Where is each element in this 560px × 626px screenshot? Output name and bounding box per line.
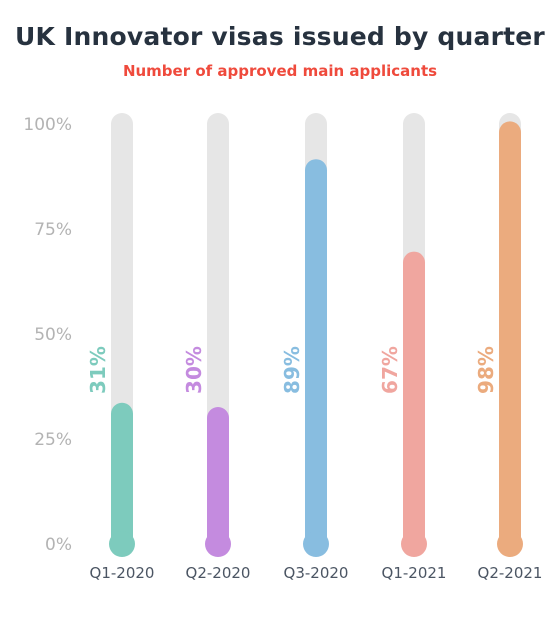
- chart-title: UK Innovator visas issued by quarter: [15, 22, 545, 51]
- data-label: 89%: [280, 346, 304, 394]
- x-tick-label: Q3-2020: [284, 564, 349, 582]
- data-label: 67%: [378, 346, 402, 394]
- chart-subtitle: Number of approved main applicants: [122, 62, 438, 80]
- bar-bulb: [205, 531, 231, 557]
- y-tick-label: 75%: [34, 220, 72, 240]
- x-tick-label: Q2-2021: [478, 564, 543, 582]
- data-label: 30%: [182, 346, 206, 394]
- y-tick-label: 100%: [23, 115, 72, 135]
- data-label: 31%: [86, 346, 110, 394]
- y-tick-label: 0%: [45, 535, 72, 555]
- bar-bulb: [109, 531, 135, 557]
- x-tick-label: Q1-2020: [90, 564, 155, 582]
- x-tick-label: Q1-2021: [382, 564, 447, 582]
- y-tick-label: 25%: [34, 430, 72, 450]
- bar-bulb: [303, 531, 329, 557]
- data-label: 98%: [474, 346, 498, 394]
- bar-bulb: [401, 531, 427, 557]
- bar-bulb: [497, 531, 523, 557]
- x-tick-label: Q2-2020: [186, 564, 251, 582]
- y-tick-label: 50%: [34, 325, 72, 345]
